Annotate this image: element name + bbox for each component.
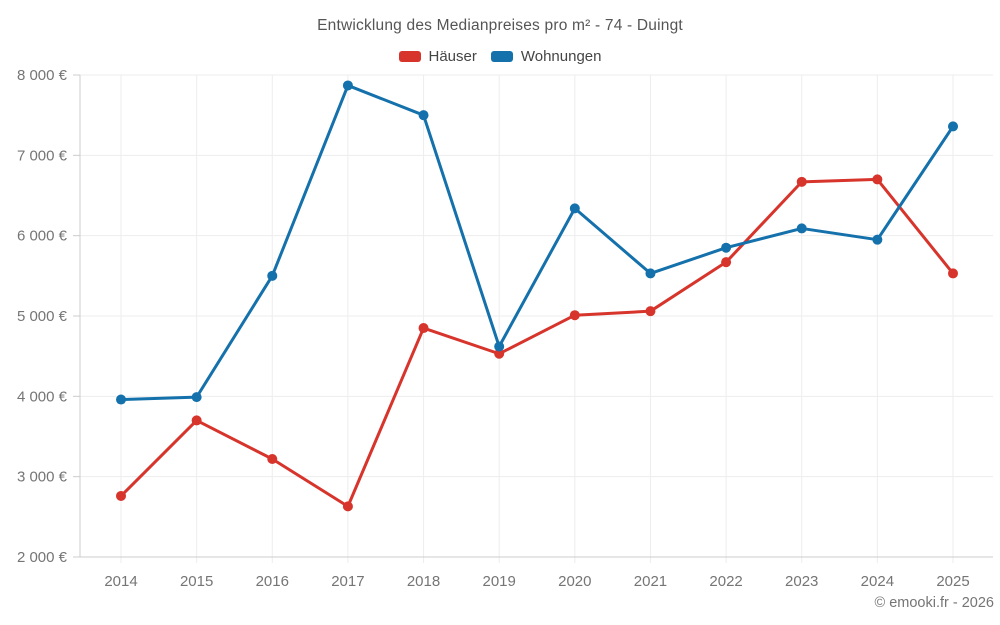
- x-tick-label: 2016: [256, 573, 289, 590]
- x-tick-label: 2023: [785, 573, 818, 590]
- x-tick-label: 2017: [331, 573, 364, 590]
- x-tick-label: 2018: [407, 573, 440, 590]
- x-tick-label: 2025: [936, 573, 969, 590]
- data-point-häuser-2025[interactable]: [948, 268, 958, 279]
- data-point-häuser-2020[interactable]: [569, 310, 580, 321]
- y-tick-label: 6 000 €: [17, 228, 68, 245]
- x-tick-label: 2022: [709, 573, 742, 590]
- data-point-häuser-2018[interactable]: [418, 323, 429, 334]
- data-point-wohnungen-2015[interactable]: [191, 392, 202, 403]
- data-point-häuser-2023[interactable]: [796, 176, 807, 187]
- data-point-wohnungen-2025[interactable]: [948, 121, 958, 132]
- x-tick-label: 2015: [180, 573, 213, 590]
- data-point-häuser-2017[interactable]: [342, 501, 353, 512]
- data-point-häuser-2022[interactable]: [721, 257, 732, 268]
- data-point-wohnungen-2017[interactable]: [342, 80, 353, 91]
- x-tick-label: 2021: [634, 573, 667, 590]
- chart-legend: Häuser Wohnungen: [0, 48, 1000, 65]
- data-point-häuser-2016[interactable]: [267, 453, 278, 464]
- data-point-wohnungen-2018[interactable]: [418, 110, 429, 121]
- x-tick-label: 2020: [558, 573, 591, 590]
- data-point-häuser-2015[interactable]: [191, 415, 202, 426]
- data-point-wohnungen-2016[interactable]: [267, 270, 278, 281]
- series-line-wohnungen: [119, 83, 955, 402]
- x-tick-label: 2019: [482, 573, 515, 590]
- data-point-wohnungen-2024[interactable]: [872, 234, 883, 245]
- y-tick-label: 5 000 €: [17, 308, 68, 325]
- legend-item-haeuser[interactable]: Häuser: [398, 48, 477, 65]
- x-tick-label: 2024: [861, 573, 894, 590]
- data-point-häuser-2014[interactable]: [116, 490, 126, 501]
- legend-label-haeuser: Häuser: [428, 48, 477, 65]
- y-tick-label: 7 000 €: [17, 147, 68, 164]
- series-line-häuser: [119, 177, 955, 508]
- data-point-wohnungen-2014[interactable]: [116, 394, 126, 405]
- data-point-wohnungen-2023[interactable]: [796, 223, 807, 234]
- y-tick-label: 2 000 €: [17, 549, 68, 566]
- y-tick-label: 3 000 €: [17, 469, 68, 486]
- legend-item-wohnungen[interactable]: Wohnungen: [490, 48, 602, 65]
- data-point-häuser-2024[interactable]: [872, 174, 883, 185]
- chart-header: Entwicklung des Medianpreises pro m² - 7…: [0, 17, 1000, 35]
- y-tick-label: 4 000 €: [17, 388, 68, 405]
- x-tick-label: 2014: [104, 573, 137, 590]
- copyright-note: © emooki.fr - 2026: [874, 595, 994, 611]
- data-point-häuser-2019[interactable]: [494, 348, 505, 359]
- data-point-wohnungen-2019[interactable]: [494, 341, 505, 352]
- haeuser-series-swatch-icon: [398, 51, 421, 62]
- chart-title: Entwicklung des Medianpreises pro m² - 7…: [317, 17, 683, 34]
- data-point-häuser-2021[interactable]: [645, 306, 656, 317]
- data-point-wohnungen-2021[interactable]: [645, 268, 656, 279]
- data-point-wohnungen-2020[interactable]: [569, 203, 580, 214]
- wohnungen-series-swatch-icon: [490, 51, 513, 62]
- y-tick-label: 8 000 €: [17, 67, 68, 84]
- data-point-wohnungen-2022[interactable]: [721, 242, 732, 253]
- legend-label-wohnungen: Wohnungen: [520, 48, 602, 65]
